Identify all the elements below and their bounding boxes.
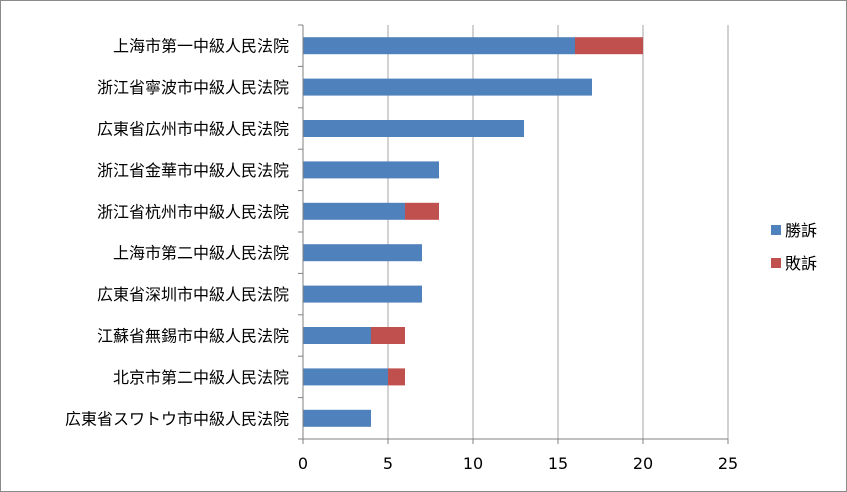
- x-tick-label: 5: [383, 454, 393, 473]
- bar-segment-loss: [371, 327, 405, 344]
- axes: [298, 24, 729, 444]
- bar-segment-win: [303, 327, 371, 344]
- x-tick-label: 25: [718, 454, 738, 473]
- bar-segment-win: [303, 37, 575, 55]
- category-label: 上海市第一中級人民法院: [113, 37, 289, 56]
- bar-segment-win: [303, 78, 592, 96]
- x-tick-labels: 0 5 10 15 20 25: [298, 454, 738, 473]
- bar-segment-loss: [388, 368, 405, 386]
- bar-segment-loss: [575, 37, 643, 55]
- x-tick-label: 0: [298, 454, 308, 473]
- legend-label: 敗訴: [785, 254, 817, 273]
- bars: [303, 37, 643, 427]
- bar-segment-win: [303, 202, 405, 220]
- category-label: 浙江省杭州市中級人民法院: [97, 202, 289, 221]
- category-label: 上海市第二中級人民法院: [113, 244, 289, 263]
- bar-segment-win: [303, 409, 371, 427]
- bar-segment-win: [303, 120, 524, 137]
- x-tick-label: 20: [633, 454, 653, 473]
- bar-segment-win: [303, 368, 388, 386]
- category-label: 江蘇省無錫市中級人民法院: [97, 327, 289, 346]
- legend-swatch: [771, 225, 781, 235]
- category-label: 北京市第二中級人民法院: [113, 368, 289, 387]
- x-tick-label: 10: [463, 454, 483, 473]
- category-label: 広東省スワトウ市中級人民法院: [65, 409, 289, 428]
- bar-segment-win: [303, 244, 422, 262]
- category-label: 広東省深圳市中級人民法院: [97, 285, 289, 304]
- bar-segment-win: [303, 285, 422, 303]
- category-label: 広東省広州市中級人民法院: [97, 120, 289, 139]
- legend-swatch: [771, 258, 781, 268]
- category-label: 浙江省寧波市中級人民法院: [97, 78, 289, 97]
- x-tick-label: 15: [548, 454, 568, 473]
- bar-segment-win: [303, 161, 439, 179]
- legend-label: 勝訴: [785, 221, 817, 240]
- category-labels: 上海市第一中級人民法院浙江省寧波市中級人民法院広東省広州市中級人民法院浙江省金華…: [65, 37, 289, 429]
- category-label: 浙江省金華市中級人民法院: [97, 161, 289, 180]
- bar-segment-loss: [405, 202, 439, 220]
